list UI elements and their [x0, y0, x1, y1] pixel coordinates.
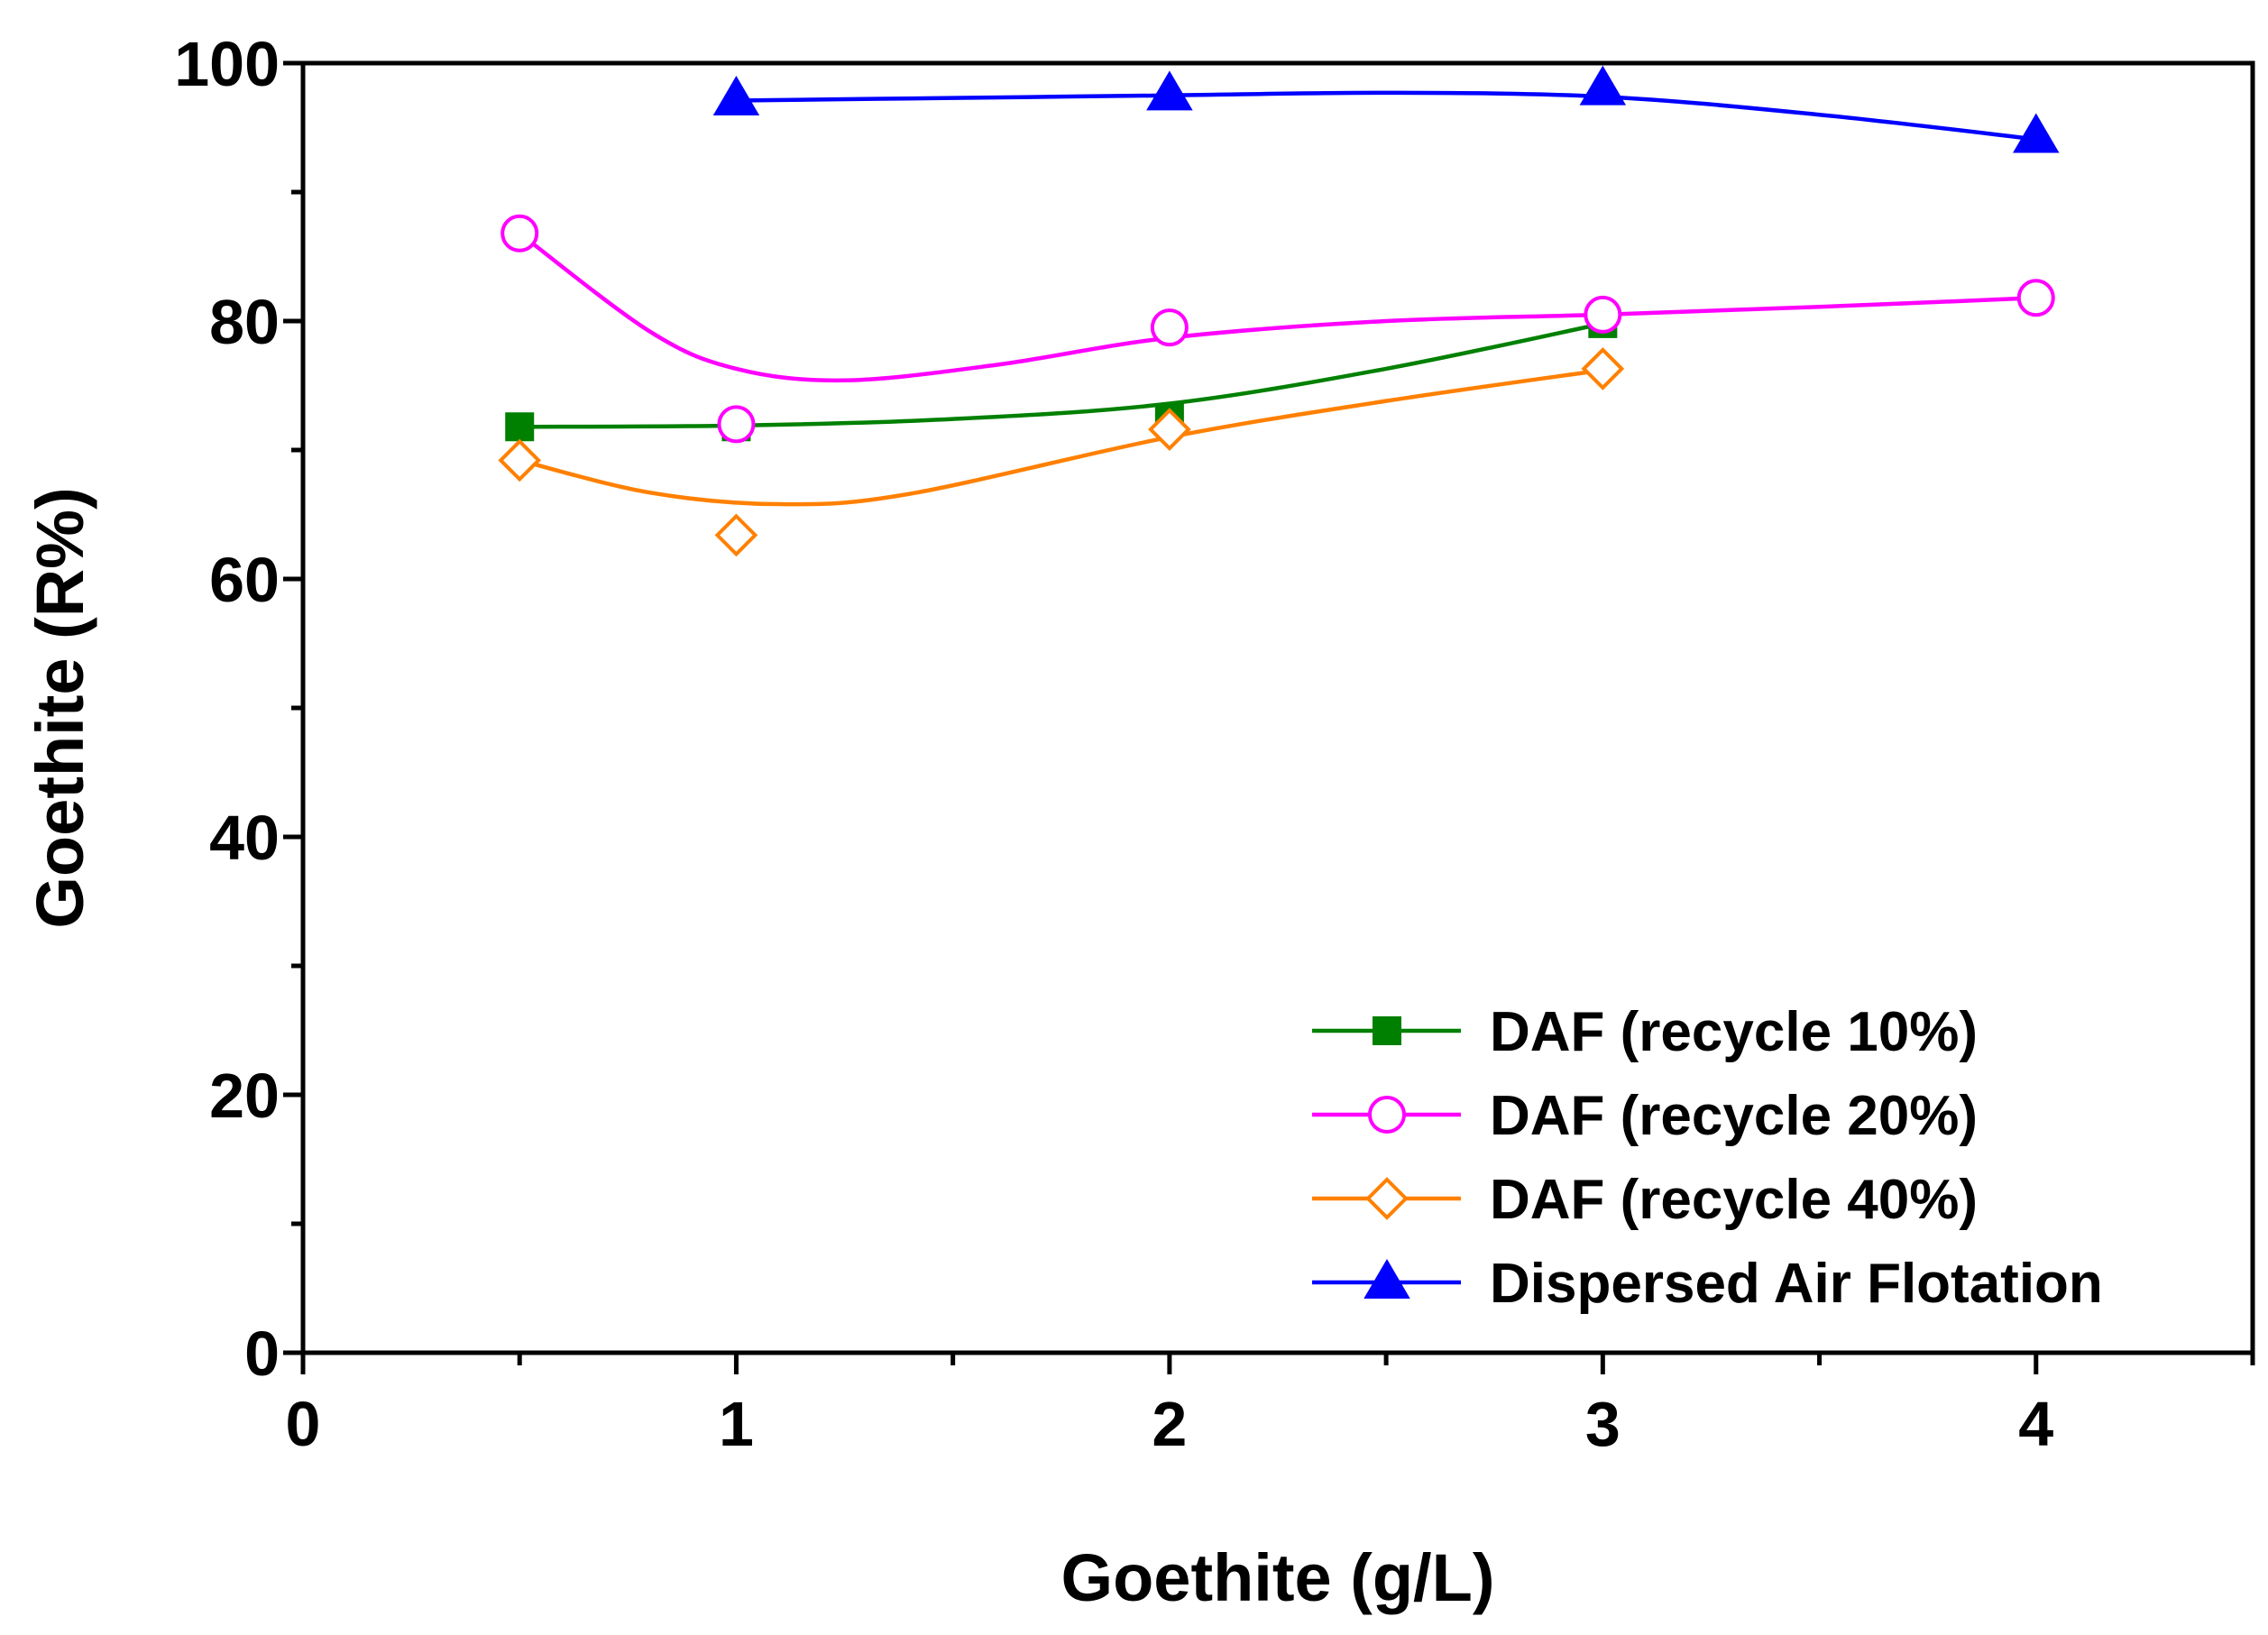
y-tick-label: 100: [174, 29, 280, 99]
data-point-daf-recycle-10-0: [505, 412, 535, 442]
data-point-daf-recycle-20-0: [500, 214, 539, 253]
series-curves: [517, 90, 2039, 507]
legend-label: DAF (recycle 20%): [1490, 1085, 1978, 1147]
data-point-dispersed-air-flotation-3: [2013, 113, 2060, 153]
x-axis-title: Goethite (g/L): [1061, 1540, 1495, 1615]
legend-marker: [1365, 1177, 1409, 1220]
legend-item-daf-recycle-40: DAF (recycle 40%): [1312, 1169, 1978, 1231]
data-point-daf-recycle-40-1: [714, 513, 758, 557]
x-tick-label: 4: [2018, 1389, 2053, 1459]
legend-item-dispersed-air-flotation: Dispersed Air Flotation: [1312, 1253, 2103, 1315]
data-point-daf-recycle-20-3: [1584, 295, 1622, 334]
y-axis: 0 20 40 60 80 100: [174, 29, 303, 1389]
x-tick-label: 0: [286, 1389, 321, 1459]
y-tick-label: 80: [209, 287, 280, 357]
y-tick-label: 0: [244, 1318, 280, 1389]
legend-marker: [1373, 1016, 1401, 1045]
x-axis: 0 1 2 3 4: [286, 1353, 2255, 1459]
data-point-daf-recycle-40-2: [1148, 408, 1191, 451]
x-tick-label: 3: [1585, 1389, 1621, 1459]
series-markers: [498, 65, 2060, 557]
y-tick-label: 60: [209, 545, 280, 615]
series-line-dispersed-air-flotation: [734, 90, 2039, 142]
data-point-daf-recycle-20-4: [2016, 279, 2055, 317]
data-point-dispersed-air-flotation-2: [1579, 65, 1627, 106]
data-point-daf-recycle-20-2: [1150, 308, 1189, 347]
data-point-daf-recycle-40-0: [498, 438, 542, 482]
legend-marker: [1364, 1259, 1410, 1299]
legend-label: DAF (recycle 10%): [1490, 1001, 1978, 1063]
x-tick-label: 2: [1152, 1389, 1187, 1459]
legend-marker: [1368, 1096, 1406, 1134]
legend-label: DAF (recycle 40%): [1490, 1169, 1978, 1231]
legend-item-daf-recycle-10: DAF (recycle 10%): [1312, 1001, 1978, 1063]
data-point-daf-recycle-20-1: [717, 405, 756, 444]
legend-label: Dispersed Air Flotation: [1490, 1253, 2103, 1315]
y-tick-label: 40: [209, 803, 280, 873]
series-line-daf-recycle-10: [517, 321, 1605, 429]
data-point-dispersed-air-flotation-0: [712, 76, 760, 116]
y-axis-title: Goethite (R%): [23, 487, 97, 928]
legend: DAF (recycle 10%) DAF (recycle 20%) DAF (r…: [1312, 1001, 2103, 1315]
x-tick-label: 1: [719, 1389, 754, 1459]
data-point-daf-recycle-40-3: [1581, 347, 1625, 390]
data-point-dispersed-air-flotation-1: [1146, 70, 1193, 111]
legend-item-daf-recycle-20: DAF (recycle 20%): [1312, 1085, 1978, 1147]
y-tick-label: 20: [209, 1061, 280, 1131]
series-line-daf-recycle-40: [517, 368, 1605, 507]
